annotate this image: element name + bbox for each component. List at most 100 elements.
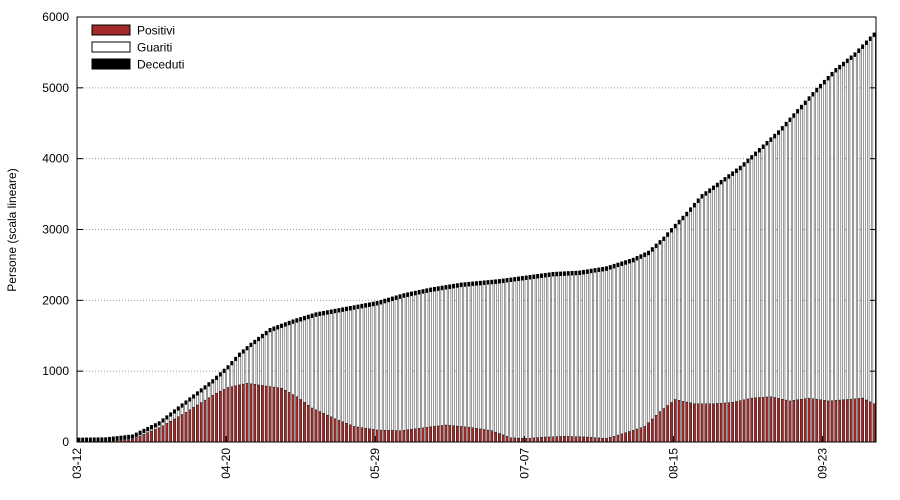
bar-deceduti <box>425 288 429 293</box>
bar-guariti <box>134 436 138 438</box>
bar-positivi <box>845 399 849 443</box>
bar-guariti <box>735 172 738 402</box>
bar-deceduti <box>295 318 299 323</box>
bar-deceduti <box>704 191 708 196</box>
bar-positivi <box>352 426 356 443</box>
bar-positivi <box>761 397 765 443</box>
bar-deceduti <box>673 223 677 229</box>
bar-positivi <box>452 425 455 443</box>
bar-positivi <box>467 426 471 443</box>
bar-deceduti <box>700 194 704 199</box>
y-tick-label: 4000 <box>42 152 69 166</box>
bar-positivi <box>375 429 379 443</box>
bar-deceduti <box>218 372 222 377</box>
bar-positivi <box>635 428 639 443</box>
bar-guariti <box>570 275 574 437</box>
bar-guariti <box>280 327 283 389</box>
bar-positivi <box>436 425 440 443</box>
bar-positivi <box>796 399 800 443</box>
bar-positivi <box>857 398 861 443</box>
bar-deceduti <box>631 257 635 263</box>
bar-guariti <box>788 121 792 402</box>
bar-positivi <box>249 383 253 443</box>
bar-guariti <box>482 284 486 430</box>
bar-deceduti <box>157 421 161 426</box>
bar-guariti <box>138 434 142 437</box>
bar-guariti <box>631 261 635 431</box>
bar-deceduti <box>283 322 287 327</box>
bar-deceduti <box>734 168 738 173</box>
bar-deceduti <box>601 266 605 272</box>
bar-deceduti <box>264 330 268 336</box>
bar-deceduti <box>765 140 769 146</box>
bar-deceduti <box>475 281 478 286</box>
bar-positivi <box>631 430 635 443</box>
bar-deceduti <box>138 430 142 435</box>
bar-positivi <box>536 437 540 443</box>
bar-deceduti <box>822 79 826 85</box>
bar-positivi <box>211 395 215 443</box>
bar-guariti <box>398 298 402 431</box>
bar-guariti <box>784 125 788 401</box>
bar-guariti <box>540 277 543 438</box>
bar-positivi <box>348 424 352 443</box>
bar-deceduti <box>360 303 364 309</box>
bar-positivi <box>440 425 444 443</box>
bar-guariti <box>176 410 180 417</box>
bar-guariti <box>326 314 329 416</box>
bar-deceduti <box>811 92 815 97</box>
bar-guariti <box>299 321 303 400</box>
bar-guariti <box>635 260 639 430</box>
bar-deceduti <box>780 126 784 131</box>
bar-positivi <box>624 432 627 443</box>
bar-deceduti <box>280 323 284 328</box>
bar-positivi <box>666 405 670 443</box>
bar-positivi <box>245 383 249 443</box>
bar-deceduti <box>540 273 543 278</box>
bar-positivi <box>218 391 222 443</box>
bar-positivi <box>433 426 436 443</box>
bar-deceduti <box>161 418 165 423</box>
bar-positivi <box>509 437 513 443</box>
bar-deceduti <box>348 306 352 311</box>
bar-deceduti <box>150 425 154 430</box>
bar-positivi <box>673 399 677 443</box>
bar-positivi <box>326 414 329 443</box>
bar-positivi <box>261 385 264 443</box>
bar-deceduti <box>367 302 371 307</box>
bar-positivi <box>620 433 624 443</box>
bar-guariti <box>341 311 345 422</box>
bar-guariti <box>283 326 287 391</box>
bar-deceduti <box>169 412 173 417</box>
bar-guariti <box>830 76 834 401</box>
bar-guariti <box>433 291 436 427</box>
bar-deceduti <box>237 352 241 357</box>
bar-positivi <box>524 438 528 443</box>
bar-positivi <box>643 426 647 443</box>
bar-deceduti <box>127 434 131 439</box>
bar-deceduti <box>153 423 157 428</box>
bar-positivi <box>543 436 547 443</box>
bar-positivi <box>383 429 387 443</box>
bar-deceduti <box>608 265 612 270</box>
bar-guariti <box>306 318 310 406</box>
bar-guariti <box>127 438 130 440</box>
bar-deceduti <box>627 259 631 264</box>
bar-positivi <box>719 402 723 443</box>
x-tick-label: 09-23 <box>815 448 829 479</box>
bar-guariti <box>853 56 857 399</box>
bar-positivi <box>601 437 605 443</box>
bar-positivi <box>146 432 150 443</box>
bar-positivi <box>708 403 712 443</box>
bar-deceduti <box>819 83 823 89</box>
bar-deceduti <box>490 279 494 285</box>
bar-deceduti <box>100 437 104 442</box>
bar-deceduti <box>757 148 761 153</box>
bar-positivi <box>176 416 180 443</box>
bar-positivi <box>379 429 383 443</box>
bar-deceduti <box>429 287 433 292</box>
legend-swatch-positivi <box>91 24 131 36</box>
bar-deceduti <box>593 268 597 273</box>
bar-guariti <box>677 223 681 401</box>
bar-guariti <box>421 293 425 429</box>
